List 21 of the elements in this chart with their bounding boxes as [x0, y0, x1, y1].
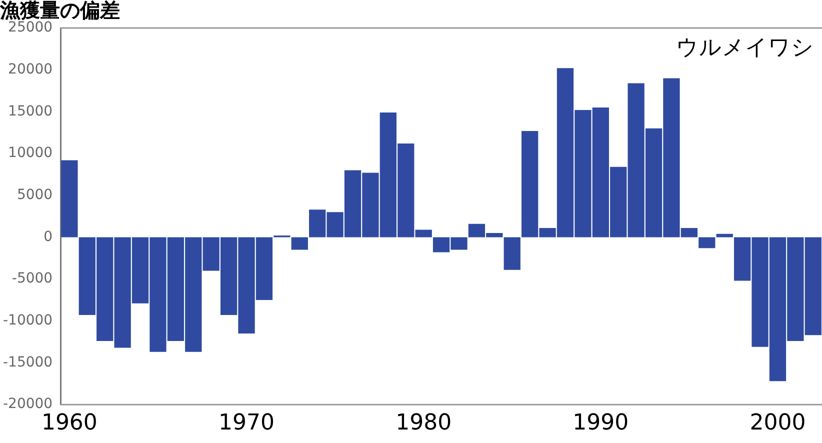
- y-tick-label: 10000: [8, 145, 53, 162]
- chart-title: 漁獲量の偏差: [0, 0, 120, 22]
- bar: [504, 237, 520, 270]
- bar: [291, 237, 308, 250]
- y-tick-label: -5000: [12, 270, 53, 287]
- y-tick-label: -20000: [2, 396, 53, 412]
- x-tick-label: 2000: [750, 410, 806, 436]
- annotation: ウルメイワシ: [676, 36, 814, 61]
- y-tick-label: 0: [44, 228, 53, 245]
- bar: [698, 237, 716, 248]
- y-tick-label: -15000: [2, 354, 53, 370]
- y-tick-label: 25000: [8, 20, 53, 36]
- x-tick-label: 1980: [396, 410, 452, 436]
- x-tick-label: 1990: [572, 410, 629, 436]
- y-tick-label: -10000: [2, 312, 53, 329]
- y-tick-label: 20000: [8, 61, 53, 78]
- y-tick-label: 15000: [8, 103, 53, 120]
- x-tick-label: 1960: [41, 410, 98, 436]
- y-tick-label: 5000: [16, 187, 53, 204]
- bar: [61, 160, 78, 238]
- x-tick-label: 1970: [218, 410, 275, 436]
